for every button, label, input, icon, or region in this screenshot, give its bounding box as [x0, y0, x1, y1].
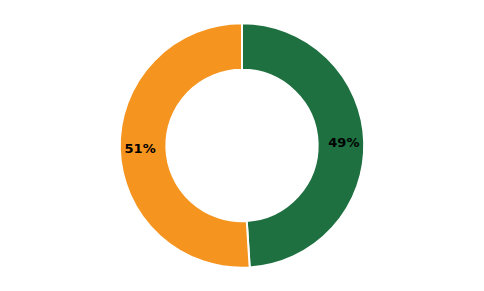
- svg-text:51%: 51%: [125, 141, 156, 156]
- svg-text:49%: 49%: [328, 135, 359, 150]
